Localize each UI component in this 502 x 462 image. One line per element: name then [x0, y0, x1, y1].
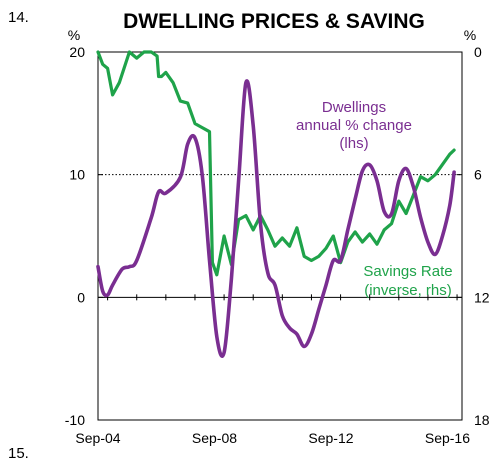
x-tick-label: Sep-16 — [425, 430, 470, 446]
right-axis-unit: % — [464, 27, 476, 43]
dwellings-label-line-2: annual % change — [296, 117, 412, 134]
dwellings-line — [96, 79, 456, 359]
savings-label-line-1: Savings Rate — [363, 263, 452, 280]
x-tick-label: Sep-08 — [192, 430, 237, 446]
right-tick-label: 0 — [474, 44, 482, 60]
left-axis-unit: % — [68, 27, 80, 43]
dwellings-label-line-3: (lhs) — [339, 135, 368, 152]
left-tick-label: 10 — [69, 167, 85, 183]
right-tick-label: 6 — [474, 167, 482, 183]
slide-number-top: 14. — [8, 9, 29, 26]
left-tick-label: 20 — [69, 44, 85, 60]
left-tick-label: 0 — [77, 289, 85, 305]
x-tick-label: Sep-12 — [308, 430, 353, 446]
right-tick-label: 12 — [474, 289, 490, 305]
left-tick-label: -10 — [65, 412, 85, 428]
savings-rate-line — [96, 50, 456, 277]
right-tick-label: 18 — [474, 412, 490, 428]
dwellings-label-line-1: Dwellings — [322, 99, 386, 116]
slide-number-bottom: 15. — [8, 445, 29, 462]
savings-label-line-2: (inverse, rhs) — [364, 282, 452, 299]
x-tick-label: Sep-04 — [75, 430, 120, 446]
savings-annotation: Savings Rate (inverse, rhs) — [363, 263, 452, 299]
dwellings-annotation: Dwellings annual % change (lhs) — [296, 99, 412, 152]
chart-title: DWELLING PRICES & SAVING — [123, 10, 425, 33]
plot-frame — [97, 51, 463, 421]
